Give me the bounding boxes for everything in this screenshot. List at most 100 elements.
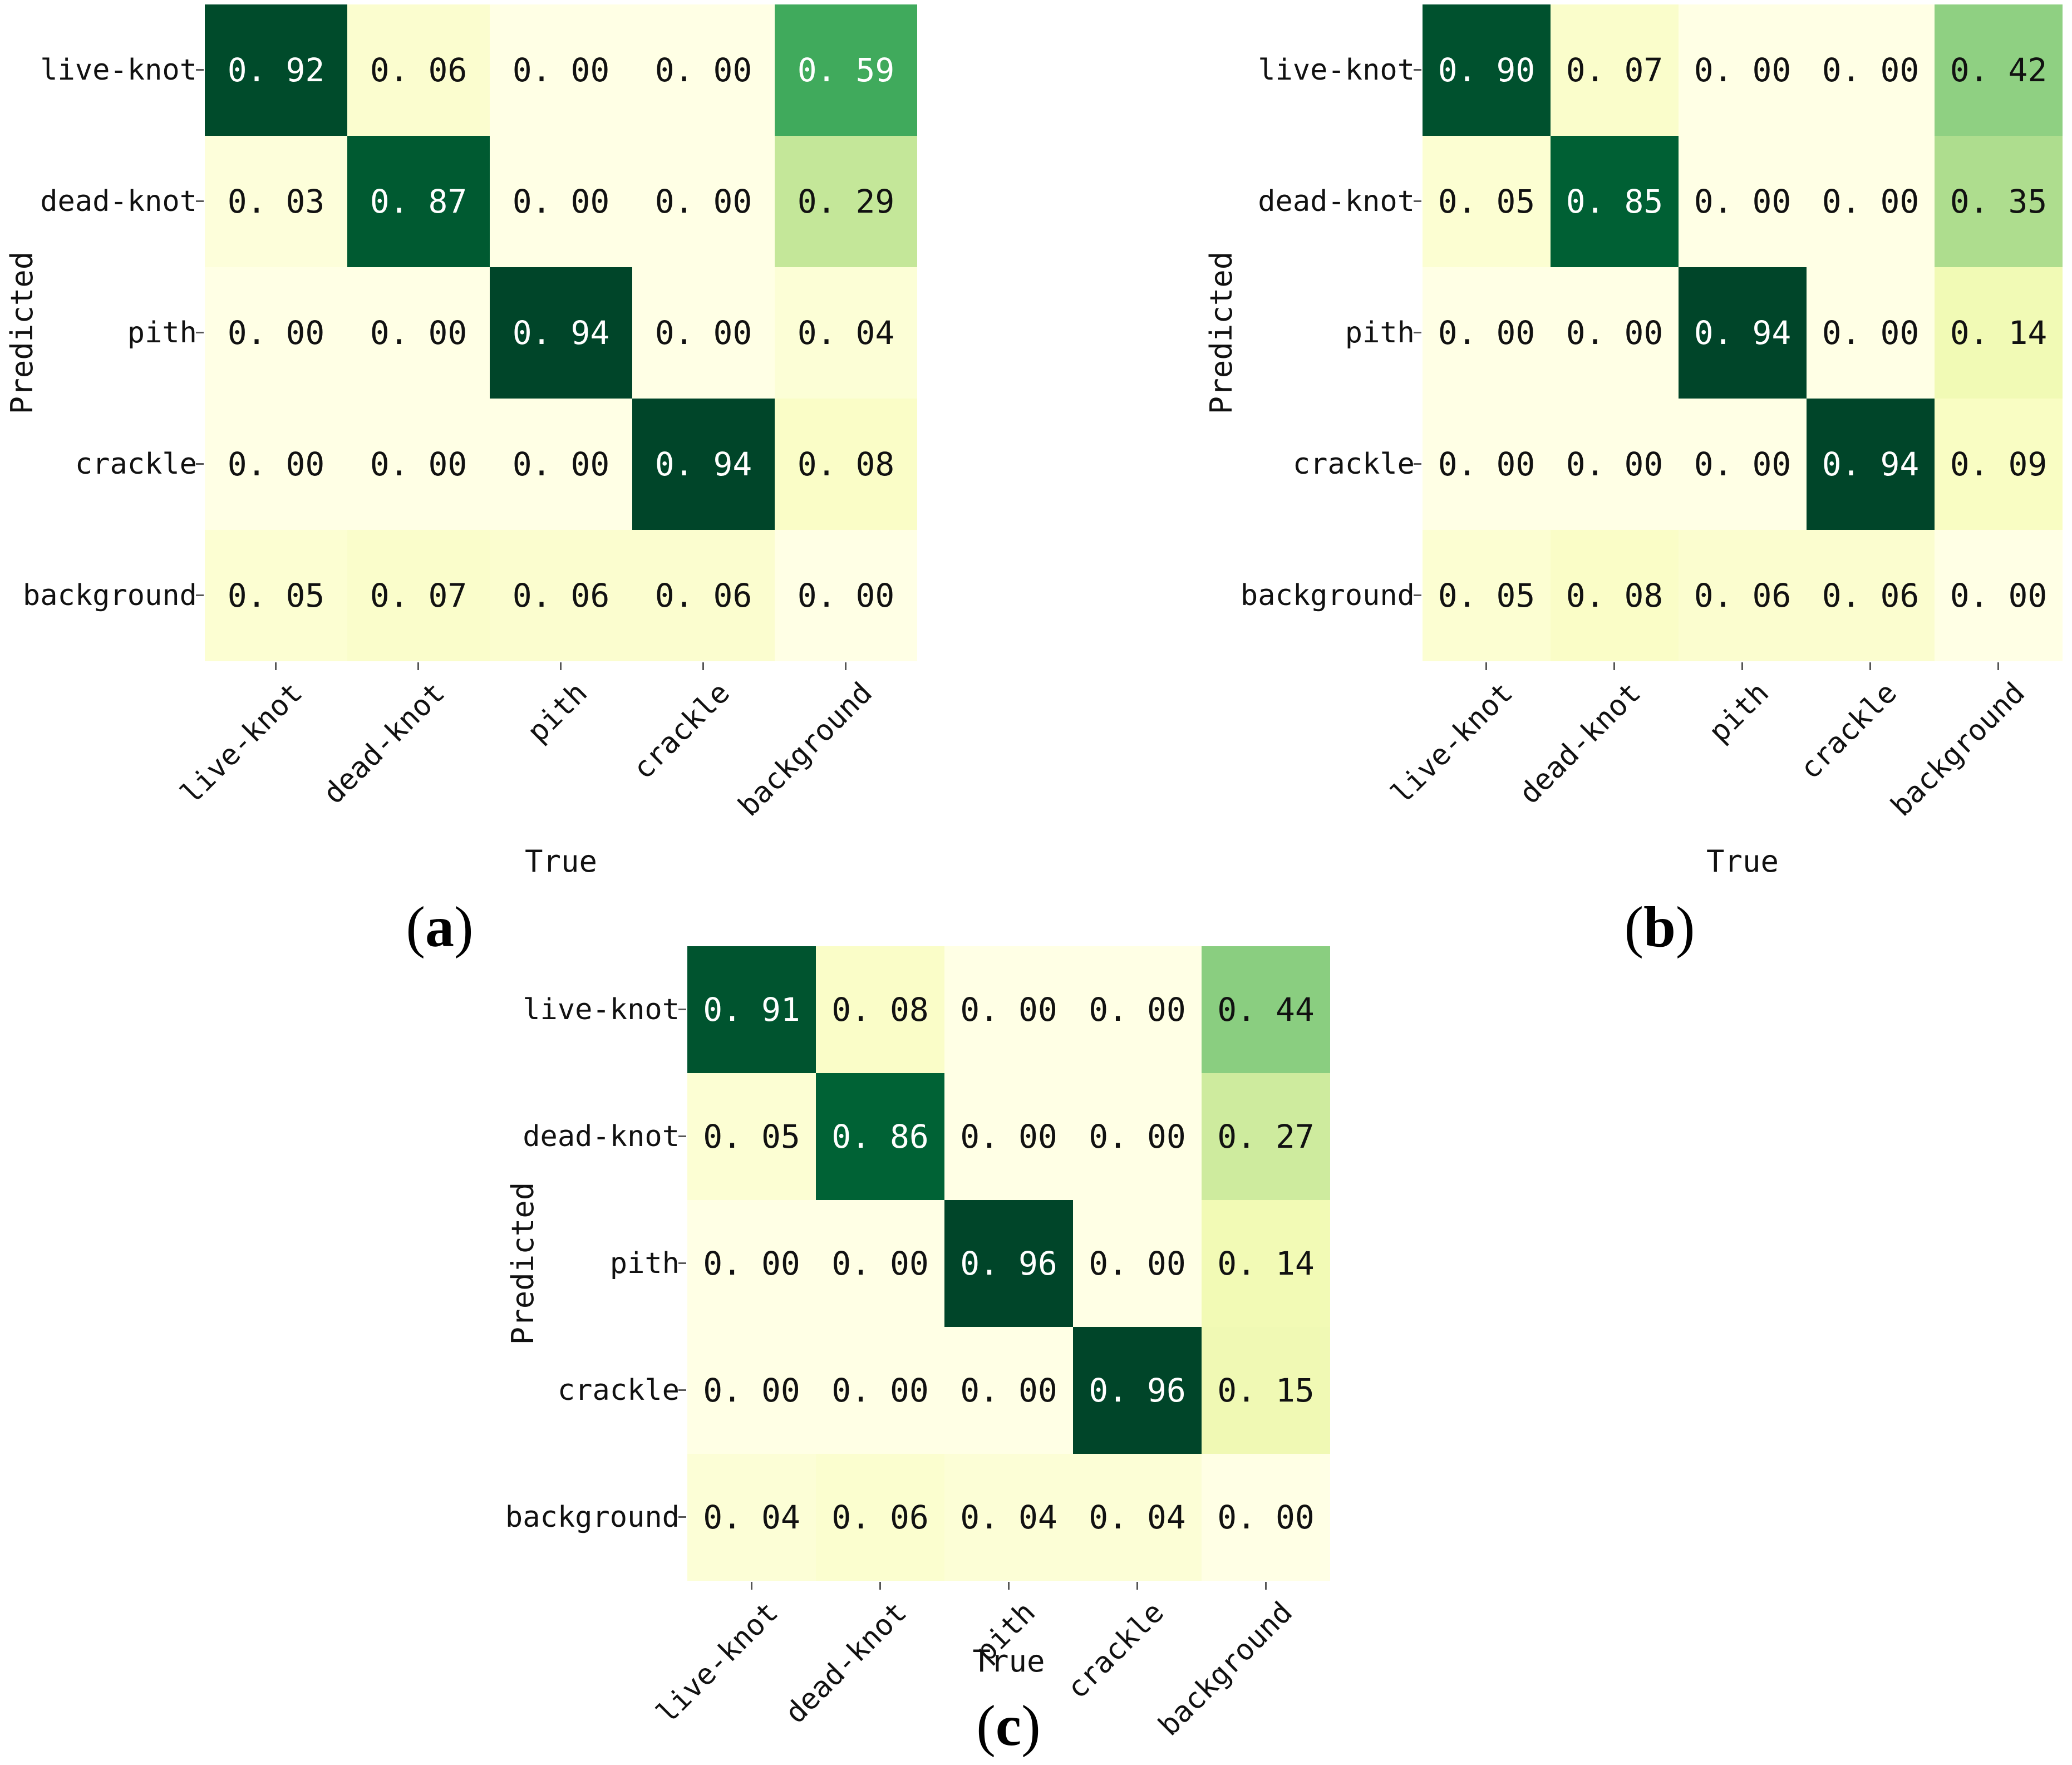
cell-value: 0. 87 [370,183,467,220]
heatmap-cell: 0. 00 [1935,530,2063,661]
cell-value: 0. 07 [1566,51,1663,89]
heatmap-cell: 0. 00 [1423,399,1551,530]
heatmap-cell: 0. 90 [1423,4,1551,136]
axis-tick [196,594,204,596]
cell-value: 0. 00 [1950,577,2048,614]
axis-tick [196,463,204,465]
cell-value: 0. 00 [1438,445,1535,483]
panel-caption: (b) [1548,888,1771,966]
heatmap-cell: 0. 00 [1073,1200,1202,1327]
heatmap-cell: 0. 00 [490,4,632,136]
cell-value: 0. 05 [703,1118,800,1156]
heatmap-cell: 0. 27 [1202,1073,1330,1200]
cell-value: 0. 00 [227,445,325,483]
cell-value: 0. 27 [1217,1118,1315,1156]
cell-value: 0. 00 [1694,445,1792,483]
cell-value: 0. 08 [831,991,929,1029]
row-tick-label: crackle [1292,448,1415,481]
heatmap-cell: 0. 00 [1423,267,1551,399]
cell-value: 0. 94 [512,314,610,352]
heatmap-cell: 0. 00 [632,4,775,136]
cell-value: 0. 91 [703,991,800,1029]
heatmap-cell: 0. 94 [1807,399,1935,530]
heatmap-cell: 0. 00 [490,399,632,530]
heatmap-cell: 0. 00 [490,136,632,267]
cell-value: 0. 04 [1089,1498,1186,1536]
heatmap-cell: 0. 29 [775,136,917,267]
cell-value: 0. 44 [1217,991,1315,1029]
heatmap-cell: 0. 00 [205,399,347,530]
cell-value: 0. 00 [512,445,610,483]
row-tick-label: dead-knot [523,1120,680,1153]
heatmap-cell: 0. 00 [347,399,490,530]
cell-value: 0. 05 [1438,577,1535,614]
row-tick-label: pith [127,316,197,350]
axis-tick [1414,69,1421,71]
cell-value: 0. 00 [1566,445,1663,483]
heatmap-cell: 0. 00 [632,267,775,399]
axis-tick [1869,662,1871,670]
row-tick-label: background [1240,579,1415,612]
cell-value: 0. 04 [703,1498,800,1536]
heatmap-cell: 0. 05 [687,1073,816,1200]
cell-value: 0. 00 [1089,1245,1186,1282]
col-tick-label: background [732,676,879,823]
heatmap-cell: 0. 00 [1807,4,1935,136]
cell-value: 0. 00 [797,577,895,614]
cell-value: 0. 00 [960,991,1057,1029]
col-tick-label: crackle [626,676,737,786]
heatmap-cell: 0. 00 [1551,267,1679,399]
axis-tick [275,662,277,670]
row-tick-label: pith [609,1247,680,1280]
heatmap-cell: 0. 00 [944,1073,1073,1200]
row-tick-label: crackle [75,448,197,481]
cell-value: 0. 06 [654,577,752,614]
heatmap-cell: 0. 00 [1807,136,1935,267]
cell-value: 0. 00 [512,183,610,220]
cell-value: 0. 06 [831,1498,929,1536]
heatmap-cell: 0. 00 [944,946,1073,1073]
cell-value: 0. 04 [797,314,895,352]
cell-value: 0. 00 [1089,1118,1186,1156]
heatmap-cell: 0. 07 [347,530,490,661]
y-axis-title: Predicted [4,251,40,415]
heatmap-cell: 0. 03 [205,136,347,267]
axis-tick [1136,1582,1138,1590]
caption-char: ( [1624,895,1644,959]
axis-tick [678,1389,686,1391]
cell-value: 0. 00 [960,1118,1057,1156]
cell-value: 0. 09 [1950,445,2048,483]
heatmap-cell: 0. 94 [632,399,775,530]
cell-value: 0. 05 [1438,183,1535,220]
heatmap-cell: 0. 00 [1807,267,1935,399]
heatmap-cell: 0. 06 [347,4,490,136]
panel-caption: (a) [328,888,551,966]
cell-value: 0. 00 [227,314,325,352]
heatmap-cell: 0. 91 [687,946,816,1073]
cell-value: 0. 06 [512,577,610,614]
heatmap-cell: 0. 06 [1679,530,1807,661]
axis-tick [196,69,204,71]
cell-value: 0. 94 [654,445,752,483]
cell-value: 0. 00 [831,1371,929,1409]
cell-value: 0. 07 [370,577,467,614]
col-tick-label: dead-knot [317,676,452,811]
cell-value: 0. 94 [1694,314,1792,352]
cell-value: 0. 59 [797,51,895,89]
cell-value: 0. 04 [960,1498,1057,1536]
col-tick-label: pith [521,676,594,749]
heatmap-cell: 0. 05 [1423,136,1551,267]
axis-tick [678,1516,686,1518]
heatmap-cell: 0. 96 [1073,1327,1202,1454]
axis-tick [678,1262,686,1264]
axis-tick [1485,662,1487,670]
cell-value: 0. 86 [831,1118,929,1156]
col-tick-label: pith [1702,676,1776,749]
axis-tick [678,1135,686,1137]
heatmap-cell: 0. 85 [1551,136,1679,267]
cell-value: 0. 00 [1822,314,1920,352]
heatmap-cell: 0. 92 [205,4,347,136]
heatmap-cell: 0. 00 [944,1327,1073,1454]
heatmap-cell: 0. 04 [1073,1454,1202,1581]
axis-tick [879,1582,881,1590]
